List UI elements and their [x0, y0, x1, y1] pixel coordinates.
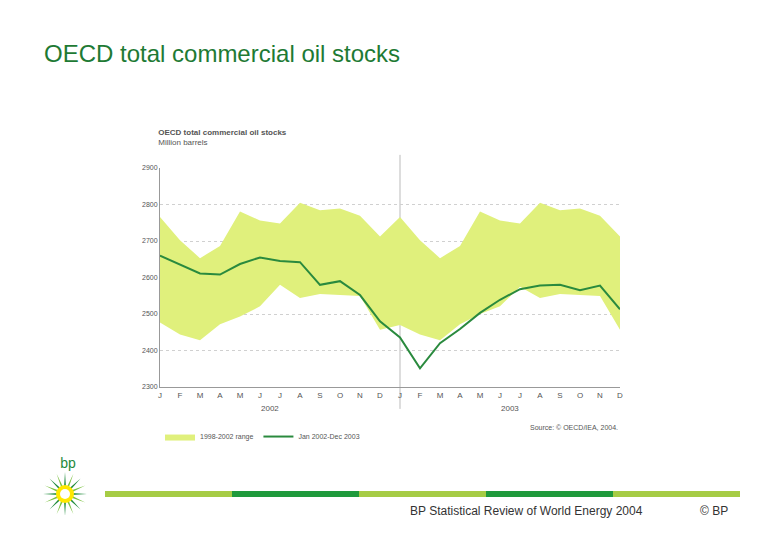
svg-text:M: M: [237, 391, 244, 400]
svg-text:A: A: [457, 391, 463, 400]
svg-text:D: D: [617, 391, 623, 400]
svg-text:D: D: [377, 391, 383, 400]
svg-text:2300: 2300: [142, 383, 158, 390]
svg-text:2700: 2700: [142, 237, 158, 244]
svg-text:N: N: [597, 391, 603, 400]
svg-text:A: A: [537, 391, 543, 400]
svg-text:J: J: [518, 391, 522, 400]
svg-text:A: A: [217, 391, 223, 400]
svg-text:F: F: [178, 391, 183, 400]
svg-text:O: O: [577, 391, 583, 400]
svg-text:2002: 2002: [261, 404, 279, 413]
svg-text:2400: 2400: [142, 347, 158, 354]
svg-text:2800: 2800: [142, 201, 158, 208]
html-text:OECD total commercial oil stoc: OECD total commercial oil stocks: [44, 40, 401, 67]
svg-text:bp: bp: [60, 455, 76, 471]
svg-text:2900: 2900: [142, 164, 158, 171]
html-text:© BP: © BP: [700, 504, 729, 518]
svg-text:S: S: [317, 391, 322, 400]
svg-text:F: F: [418, 391, 423, 400]
svg-text:O: O: [337, 391, 343, 400]
html-text:BP Statistical Review of World: BP Statistical Review of World Energy 20…: [410, 504, 643, 518]
svg-text:J: J: [258, 391, 262, 400]
svg-text:2600: 2600: [142, 274, 158, 281]
svg-text:N: N: [357, 391, 363, 400]
svg-text:S: S: [557, 391, 562, 400]
svg-text:J: J: [278, 391, 282, 400]
svg-text:Jan 2002-Dec 2003: Jan 2002-Dec 2003: [298, 433, 359, 440]
svg-text:J: J: [158, 391, 162, 400]
svg-text:2500: 2500: [142, 310, 158, 317]
svg-text:M: M: [437, 391, 444, 400]
svg-text:OECD total commercial oil stoc: OECD total commercial oil stocksMillion …: [158, 128, 287, 147]
svg-text:J: J: [498, 391, 502, 400]
svg-text:M: M: [197, 391, 204, 400]
svg-text:2003: 2003: [501, 404, 519, 413]
svg-text:Source: © OECD/IEA, 2004.: Source: © OECD/IEA, 2004.: [530, 424, 618, 431]
svg-text:1998-2002 range: 1998-2002 range: [200, 433, 253, 441]
svg-text:A: A: [297, 391, 303, 400]
svg-text:J: J: [398, 391, 402, 400]
svg-text:M: M: [477, 391, 484, 400]
